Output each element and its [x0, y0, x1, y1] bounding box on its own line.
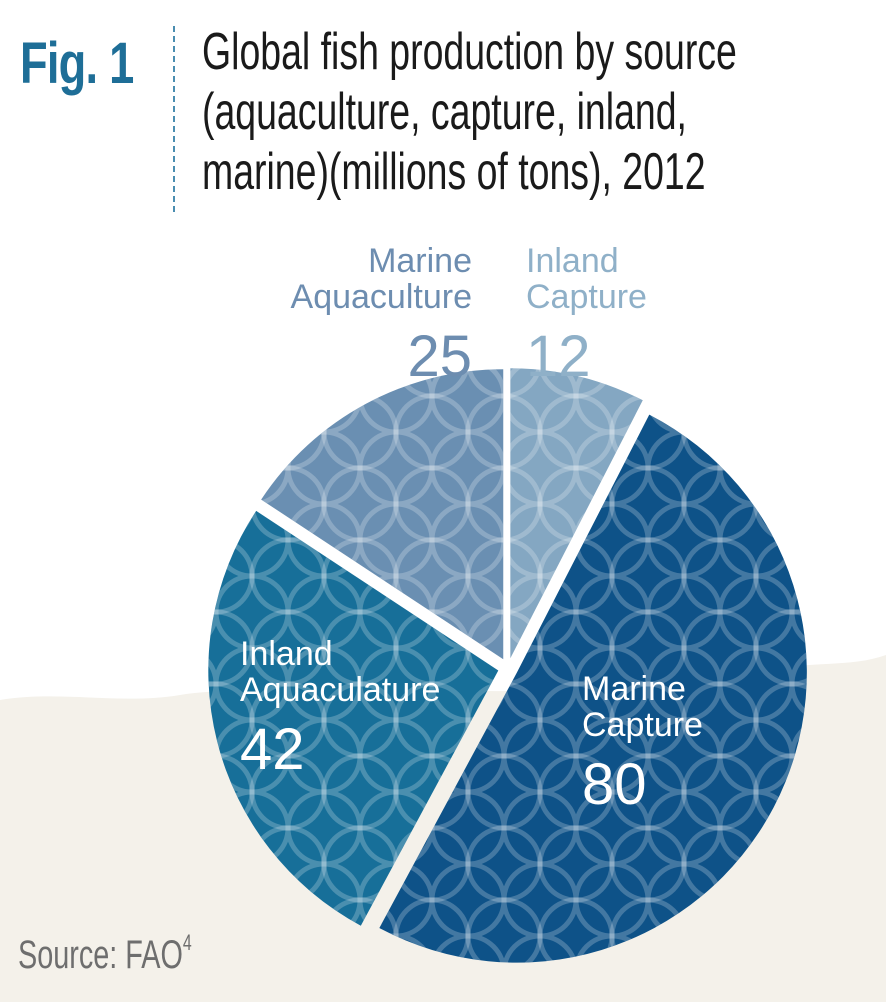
- pie-slice-texture: [261, 369, 504, 660]
- title-line: Global fish production by source: [202, 23, 737, 81]
- source-text: Source: FAO: [18, 933, 183, 977]
- slice-value-label: 12: [526, 324, 591, 389]
- pie-slice-texture: [208, 510, 499, 926]
- slice-value-label: 42: [240, 717, 305, 782]
- slice-name-label: Aquaculature: [240, 671, 440, 709]
- pie-slice-texture: [510, 368, 643, 659]
- source-superscript: 4: [182, 930, 192, 955]
- pie-labels: InlandCapture12MarineCapture80InlandAqua…: [240, 242, 703, 817]
- slice-name-label: Inland: [526, 242, 619, 280]
- pie-slices: [208, 368, 807, 963]
- figure-label: Fig. 1: [20, 31, 134, 96]
- figure-title: Global fish production by source (aquacu…: [202, 22, 850, 202]
- slice-name-label: Aquaculture: [291, 278, 472, 316]
- slice-name-label: Marine: [582, 670, 686, 708]
- header-divider: [173, 26, 175, 212]
- slice-name-label: Capture: [526, 278, 647, 316]
- title-line: (aquaculture, capture, inland,: [202, 83, 687, 141]
- pie-slice-texture: [379, 414, 807, 963]
- source-note: Source: FAO4: [18, 930, 192, 978]
- figure-header: Fig. 1 Global fish production by source …: [20, 22, 870, 222]
- slice-name-label: Capture: [582, 706, 703, 744]
- slice-name-label: Marine: [368, 242, 472, 280]
- title-line: marine)(millions of tons), 2012: [202, 143, 706, 201]
- slice-name-label: Inland: [240, 635, 333, 673]
- slice-value-label: 25: [407, 324, 472, 389]
- slice-value-label: 80: [582, 752, 647, 817]
